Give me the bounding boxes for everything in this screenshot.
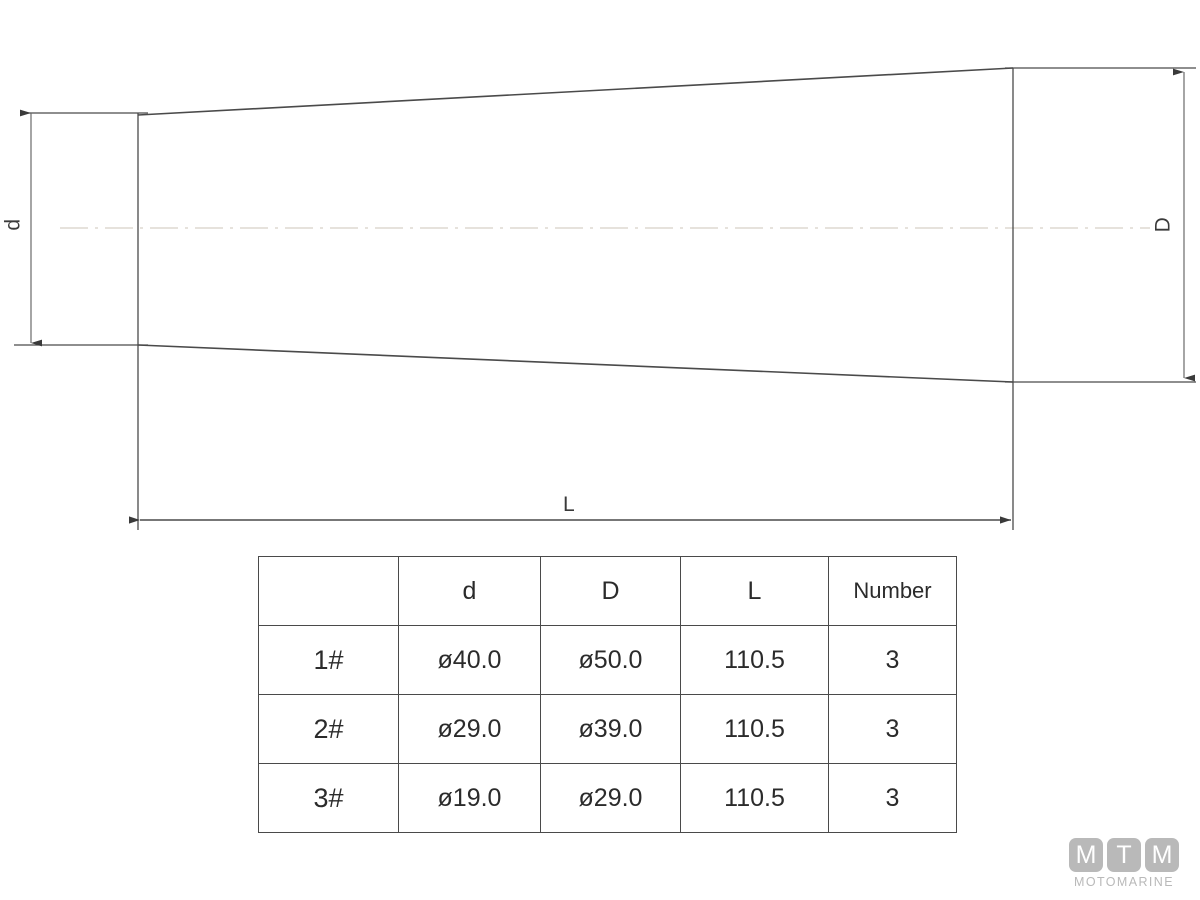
row-d: ø29.0	[398, 694, 541, 764]
dimension-label-D: D	[1151, 216, 1175, 233]
taper-outline	[137, 67, 1014, 383]
table-row: 3# ø19.0 ø29.0 110.5 3	[258, 763, 957, 833]
row-id: 1#	[258, 625, 399, 695]
row-id: 3#	[258, 763, 399, 833]
row-L: 110.5	[680, 763, 829, 833]
table-header-id	[258, 556, 399, 626]
dimension-label-d: d	[1, 218, 25, 231]
taper-bottom-edge	[137, 344, 1014, 383]
row-D: ø39.0	[540, 694, 681, 764]
row-d: ø19.0	[398, 763, 541, 833]
table-row: 1# ø40.0 ø50.0 110.5 3	[258, 625, 957, 695]
row-number: 3	[828, 763, 957, 833]
taper-top-edge	[137, 67, 1014, 116]
table-header-row: d D L Number	[258, 556, 957, 626]
row-D: ø29.0	[540, 763, 681, 833]
row-d: ø40.0	[398, 625, 541, 695]
row-D: ø50.0	[540, 625, 681, 695]
watermark-letter-2: T	[1107, 838, 1141, 872]
watermark-wordmark: MOTOMARINE	[1074, 875, 1174, 889]
specification-table: d D L Number 1# ø40.0 ø50.0 110.5 3 2# ø…	[258, 556, 957, 833]
row-L: 110.5	[680, 625, 829, 695]
row-number: 3	[828, 694, 957, 764]
watermark-letter-3: M	[1145, 838, 1179, 872]
table-header-number: Number	[828, 556, 957, 626]
row-id: 2#	[258, 694, 399, 764]
table-header-d: d	[398, 556, 541, 626]
table-row: 2# ø29.0 ø39.0 110.5 3	[258, 694, 957, 764]
watermark-logo: M T M MOTOMARINE	[1064, 838, 1184, 894]
watermark-letters: M T M	[1064, 838, 1184, 872]
dimension-label-L: L	[563, 493, 576, 516]
table-header-L: L	[680, 556, 829, 626]
row-number: 3	[828, 625, 957, 695]
row-L: 110.5	[680, 694, 829, 764]
table-header-D: D	[540, 556, 681, 626]
watermark-letter-1: M	[1069, 838, 1103, 872]
